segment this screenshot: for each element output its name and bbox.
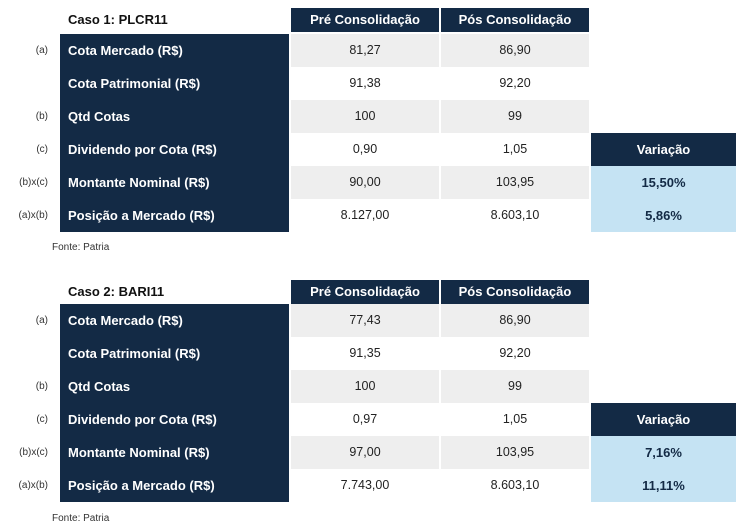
table-row: (a) Cota Mercado (R$) 77,43 86,90 — [0, 304, 742, 337]
cell-pre: 8.127,00 — [340, 208, 390, 222]
row-tag: (a)x(b) — [18, 480, 48, 491]
row-label: Posição a Mercado (R$) — [60, 469, 289, 502]
table-row: (b) Qtd Cotas 100 99 — [0, 370, 742, 403]
row-label: Cota Patrimonial (R$) — [60, 337, 289, 370]
table-row: (b) Qtd Cotas 100 99 — [0, 100, 742, 133]
variation-value: 5,86% — [591, 199, 736, 232]
source-note: Fonte: Patria — [52, 242, 110, 253]
table-row: (a)x(b) Posição a Mercado (R$) 8.127,00 … — [0, 199, 742, 232]
table-row: (c) Dividendo por Cota (R$) 0,97 1,05 Va… — [0, 403, 742, 436]
row-tag: (c) — [36, 414, 48, 425]
table-row: Cota Patrimonial (R$) 91,38 92,20 — [0, 67, 742, 100]
cell-pos: 86,90 — [441, 34, 589, 67]
row-tag — [0, 337, 48, 370]
cell-pos: 103,95 — [441, 436, 589, 469]
table-row: (a)x(b) Posição a Mercado (R$) 7.743,00 … — [0, 469, 742, 502]
cell-pos: 8.603,10 — [490, 478, 540, 492]
table-title: Caso 1: PLCR11 — [68, 12, 168, 27]
row-tag — [0, 67, 48, 100]
row-tag: (b) — [35, 111, 48, 122]
row-label: Posição a Mercado (R$) — [60, 199, 289, 232]
row-tag: (c) — [36, 144, 48, 155]
table-row: (a) Cota Mercado (R$) 81,27 86,90 — [0, 34, 742, 67]
cell-pre: 77,43 — [291, 304, 439, 337]
cell-pre: 100 — [291, 370, 439, 403]
row-label: Cota Patrimonial (R$) — [60, 67, 289, 100]
cell-pre: 90,00 — [291, 166, 439, 199]
row-tag: (b)x(c) — [19, 177, 48, 188]
cell-pos: 86,90 — [441, 304, 589, 337]
cell-pos: 92,20 — [499, 76, 531, 90]
row-label: Cota Mercado (R$) — [60, 304, 289, 337]
row-label: Montante Nominal (R$) — [60, 436, 289, 469]
variation-header: Variação — [591, 403, 736, 436]
cell-pos: 8.603,10 — [490, 208, 540, 222]
row-label: Dividendo por Cota (R$) — [60, 133, 289, 166]
col-header-pos: Pós Consolidação — [441, 280, 589, 304]
col-header-pos: Pós Consolidação — [441, 8, 589, 32]
cell-pos: 99 — [441, 100, 589, 133]
row-tag: (a)x(b) — [18, 210, 48, 221]
row-label: Qtd Cotas — [60, 100, 289, 133]
col-header-pre: Pré Consolidação — [291, 280, 439, 304]
row-label: Dividendo por Cota (R$) — [60, 403, 289, 436]
cell-pre: 91,38 — [349, 76, 381, 90]
row-tag: (a) — [35, 315, 48, 326]
cell-pre: 100 — [291, 100, 439, 133]
cell-pre: 81,27 — [291, 34, 439, 67]
row-tag: (b) — [35, 381, 48, 392]
cell-pos: 1,05 — [502, 412, 528, 426]
table-row: Cota Patrimonial (R$) 91,35 92,20 — [0, 337, 742, 370]
cell-pos: 99 — [441, 370, 589, 403]
cell-pre: 0,90 — [352, 142, 378, 156]
row-label: Qtd Cotas — [60, 370, 289, 403]
table-title: Caso 2: BARI11 — [68, 284, 165, 299]
cell-pos: 92,20 — [499, 346, 531, 360]
cell-pre: 7.743,00 — [340, 478, 390, 492]
row-label: Cota Mercado (R$) — [60, 34, 289, 67]
table-row: (c) Dividendo por Cota (R$) 0,90 1,05 Va… — [0, 133, 742, 166]
cell-pos: 103,95 — [441, 166, 589, 199]
cell-pos: 1,05 — [502, 142, 528, 156]
variation-value: 15,50% — [591, 166, 736, 199]
row-tag: (b)x(c) — [19, 447, 48, 458]
cell-pre: 91,35 — [349, 346, 381, 360]
cell-pre: 97,00 — [291, 436, 439, 469]
row-label: Montante Nominal (R$) — [60, 166, 289, 199]
table-row: (b)x(c) Montante Nominal (R$) 97,00 103,… — [0, 436, 742, 469]
col-header-pre: Pré Consolidação — [291, 8, 439, 32]
variation-value: 7,16% — [591, 436, 736, 469]
variation-value: 11,11% — [591, 469, 736, 502]
row-tag: (a) — [35, 45, 48, 56]
cell-pre: 0,97 — [352, 412, 378, 426]
table-row: (b)x(c) Montante Nominal (R$) 90,00 103,… — [0, 166, 742, 199]
variation-header: Variação — [591, 133, 736, 166]
source-note: Fonte: Patria — [52, 513, 110, 524]
